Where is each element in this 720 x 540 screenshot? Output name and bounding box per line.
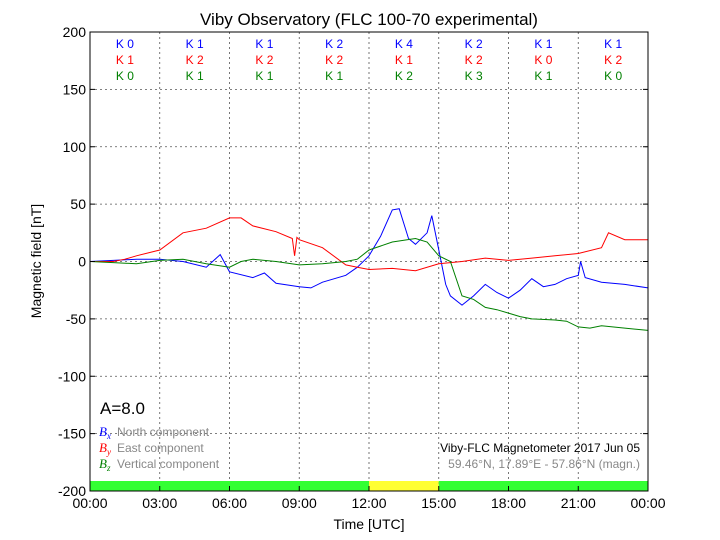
k-index-green: K 0 — [604, 69, 622, 83]
legend-label: Vertical component — [117, 457, 220, 471]
legend-symbol-by: By — [99, 440, 111, 457]
annotation-coordinates: 59.46°N, 17.89°E - 57.86°N (magn.) — [448, 457, 640, 471]
y-tick-label: -150 — [58, 426, 86, 442]
y-tick-label: -100 — [58, 368, 86, 384]
y-axis-label: Magnetic field [nT] — [28, 204, 44, 318]
k-index-blue: K 2 — [325, 37, 343, 51]
k-index-green: K 3 — [465, 69, 483, 83]
k-index-blue: K 1 — [534, 37, 552, 51]
annotation-station: Viby-FLC Magnetometer 2017 Jun 05 — [440, 441, 640, 455]
k-index-blue: K 2 — [465, 37, 483, 51]
k-index-blue: K 0 — [116, 37, 134, 51]
legend-label: North component — [117, 425, 210, 439]
x-tick-label: 09:00 — [282, 495, 317, 511]
y-tick-label: 0 — [78, 254, 86, 270]
k-index-red: K 2 — [604, 53, 622, 67]
series-line-bx — [89, 208, 649, 306]
k-index-blue: K 1 — [255, 37, 273, 51]
k-index-red: K 2 — [186, 53, 204, 67]
x-tick-label: 15:00 — [421, 495, 456, 511]
k-index-red: K 2 — [255, 53, 273, 67]
k-index-blue: K 4 — [395, 37, 413, 51]
k-index-green: K 0 — [116, 69, 134, 83]
legend-subscript: x — [106, 431, 111, 441]
y-tick-label: 200 — [63, 24, 87, 40]
k-index-blue: K 1 — [604, 37, 622, 51]
y-tick-label: 100 — [63, 139, 87, 155]
k-index-red: K 1 — [395, 53, 413, 67]
k-index-green: K 1 — [534, 69, 552, 83]
plot-frame — [89, 31, 649, 492]
k-index-red: K 2 — [325, 53, 343, 67]
status-bar-segment — [438, 481, 648, 491]
legend: Bx North component By East component Bz Verti… — [99, 424, 220, 473]
x-tick-label: 12:00 — [351, 495, 386, 511]
x-tick-label: 00:00 — [630, 495, 665, 511]
k-index-green: K 1 — [186, 69, 204, 83]
y-tick-label: -200 — [58, 483, 86, 499]
k-index-blue: K 1 — [186, 37, 204, 51]
x-tick-label: 18:00 — [491, 495, 526, 511]
k-index-green: K 1 — [255, 69, 273, 83]
y-tick-label: 150 — [63, 81, 87, 97]
k-index-green: K 1 — [325, 69, 343, 83]
chart-title: Viby Observatory (FLC 100-70 experimenta… — [200, 10, 538, 29]
k-index-red: K 0 — [534, 53, 552, 67]
status-bar-segment — [369, 481, 439, 491]
legend-subscript: y — [106, 447, 111, 457]
x-tick-label: 00:00 — [72, 495, 107, 511]
legend-symbol-bx: Bx — [99, 424, 111, 441]
x-tick-label: 03:00 — [142, 495, 177, 511]
grid — [90, 32, 648, 491]
x-tick-label: 21:00 — [561, 495, 596, 511]
k-index-red: K 2 — [465, 53, 483, 67]
y-tick-label: 50 — [70, 196, 86, 212]
k-index-green: K 2 — [395, 69, 413, 83]
series-line-by — [90, 217, 648, 272]
a-index: A=8.0 — [100, 399, 145, 418]
legend-subscript: z — [106, 463, 111, 473]
y-tick-label: -50 — [66, 311, 86, 327]
legend-label: East component — [117, 441, 204, 455]
x-axis-label: Time [UTC] — [333, 516, 404, 532]
series-line-bz — [89, 237, 649, 331]
legend-symbol-bz: Bz — [99, 456, 111, 473]
k-index-red: K 1 — [116, 53, 134, 67]
k-index-table: K 0 K 1 K 1 K 2 K 4 K 2 K 1 K 1 K 1 K 2 K 2 K 2 K 1 K… — [116, 37, 623, 83]
x-tick-label: 06:00 — [212, 495, 247, 511]
series-group — [89, 208, 649, 331]
